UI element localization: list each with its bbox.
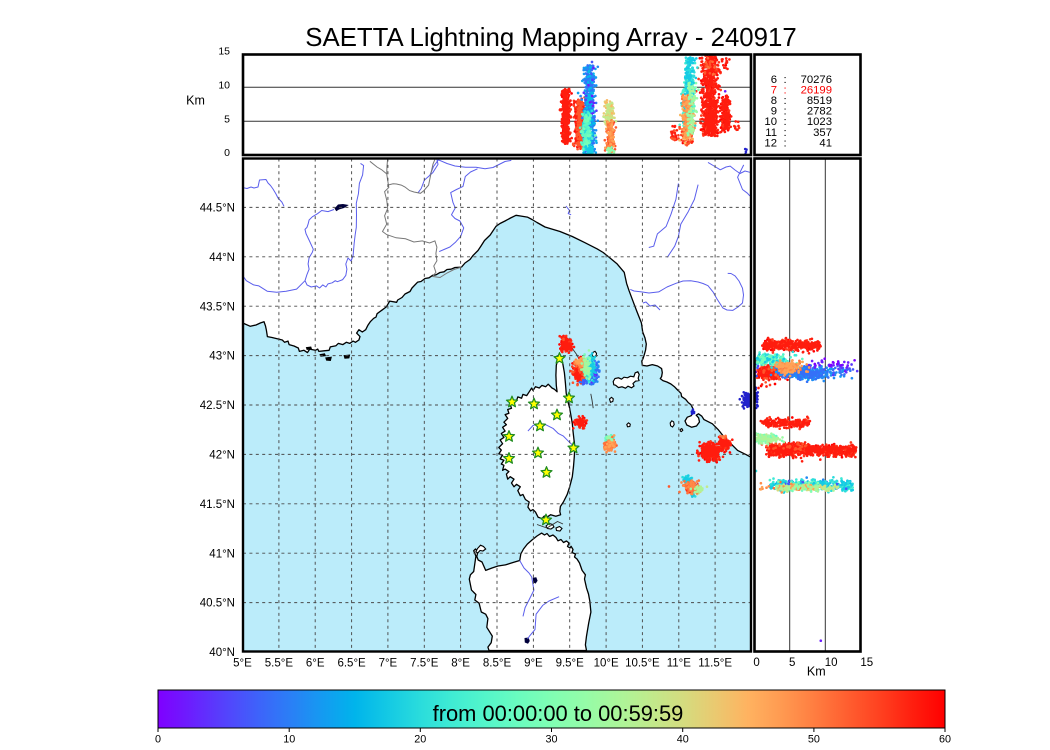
svg-text:2782: 2782 bbox=[807, 106, 832, 118]
svg-text:8°E: 8°E bbox=[451, 658, 470, 670]
svg-text:Km: Km bbox=[186, 94, 205, 108]
svg-text:41°N: 41°N bbox=[209, 548, 235, 560]
svg-text:43°N: 43°N bbox=[209, 351, 235, 363]
svg-text:60: 60 bbox=[939, 734, 951, 746]
svg-text:SAETTA Lightning Mapping Array: SAETTA Lightning Mapping Array - 240917 bbox=[305, 24, 796, 52]
svg-text:5°E: 5°E bbox=[233, 658, 252, 670]
svg-text:5: 5 bbox=[789, 657, 795, 669]
svg-text:11: 11 bbox=[765, 127, 777, 139]
svg-text:0: 0 bbox=[224, 147, 230, 159]
svg-text:10: 10 bbox=[218, 80, 230, 92]
svg-text:0: 0 bbox=[155, 734, 161, 746]
svg-text:7°E: 7°E bbox=[379, 658, 398, 670]
svg-text:10: 10 bbox=[283, 734, 295, 746]
svg-text::: : bbox=[784, 74, 787, 86]
svg-text:11.5°E: 11.5°E bbox=[698, 658, 732, 670]
svg-text:from 00:00:00 to 00:59:59: from 00:00:00 to 00:59:59 bbox=[433, 701, 684, 726]
svg-text::: : bbox=[784, 84, 787, 96]
svg-text:42°N: 42°N bbox=[209, 450, 235, 462]
svg-text:10: 10 bbox=[764, 116, 777, 128]
svg-text::: : bbox=[784, 127, 787, 139]
svg-text:44°N: 44°N bbox=[209, 252, 235, 264]
svg-text:5.5°E: 5.5°E bbox=[265, 658, 294, 670]
svg-text:9°E: 9°E bbox=[524, 658, 543, 670]
svg-text:8: 8 bbox=[771, 95, 777, 107]
svg-text:26199: 26199 bbox=[801, 84, 832, 96]
svg-text:44.5°N: 44.5°N bbox=[200, 203, 235, 215]
svg-text:7: 7 bbox=[771, 84, 777, 96]
svg-text:10.5°E: 10.5°E bbox=[625, 658, 660, 670]
svg-text:12: 12 bbox=[764, 137, 777, 149]
svg-text:Km: Km bbox=[807, 665, 826, 679]
svg-text:357: 357 bbox=[813, 127, 832, 139]
svg-text:20: 20 bbox=[414, 734, 426, 746]
svg-text:30: 30 bbox=[545, 734, 557, 746]
svg-text:11°E: 11°E bbox=[667, 658, 692, 670]
svg-text:40°N: 40°N bbox=[209, 647, 235, 659]
svg-text:41.5°N: 41.5°N bbox=[200, 499, 235, 511]
svg-text:40: 40 bbox=[677, 734, 689, 746]
svg-text:7.5°E: 7.5°E bbox=[410, 658, 439, 670]
svg-text:10°E: 10°E bbox=[594, 658, 619, 670]
svg-text:5: 5 bbox=[224, 114, 230, 126]
svg-text:0: 0 bbox=[753, 657, 759, 669]
svg-text:9: 9 bbox=[771, 106, 777, 118]
svg-text:15: 15 bbox=[860, 657, 873, 669]
svg-text:50: 50 bbox=[808, 734, 820, 746]
svg-text:8.5°E: 8.5°E bbox=[483, 658, 512, 670]
svg-text:43.5°N: 43.5°N bbox=[200, 301, 235, 313]
svg-text:6: 6 bbox=[771, 74, 777, 86]
svg-text::: : bbox=[784, 116, 787, 128]
svg-text:41: 41 bbox=[819, 137, 832, 149]
svg-text::: : bbox=[784, 137, 787, 149]
svg-text:1023: 1023 bbox=[807, 116, 832, 128]
svg-text:42.5°N: 42.5°N bbox=[200, 400, 235, 412]
svg-text:40.5°N: 40.5°N bbox=[200, 598, 235, 610]
svg-text:8519: 8519 bbox=[807, 95, 832, 107]
svg-text::: : bbox=[784, 106, 787, 118]
svg-text:15: 15 bbox=[218, 45, 230, 57]
svg-text::: : bbox=[784, 95, 787, 107]
svg-text:10: 10 bbox=[825, 657, 838, 669]
svg-text:6.5°E: 6.5°E bbox=[337, 658, 366, 670]
svg-text:6°E: 6°E bbox=[306, 658, 325, 670]
svg-text:70276: 70276 bbox=[801, 74, 832, 86]
svg-text:9.5°E: 9.5°E bbox=[556, 658, 585, 670]
